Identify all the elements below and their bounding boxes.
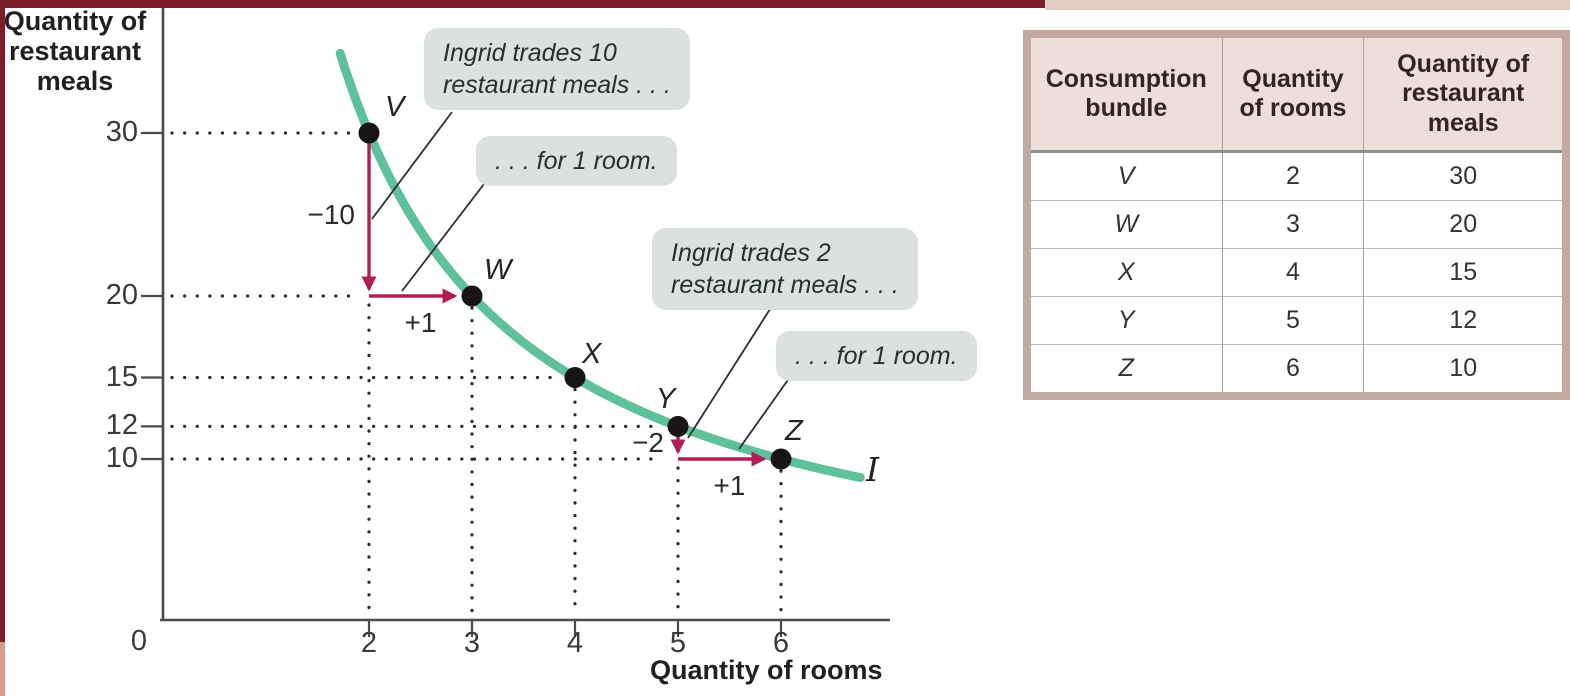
callout-trades-2-meals: Ingrid trades 2 restaurant meals . . .: [652, 228, 918, 310]
x-tick-label-4: 4: [566, 627, 584, 659]
meals-delta-label-1: −2: [632, 426, 664, 458]
cell-bundle-W: W: [1027, 199, 1223, 249]
cell-bundle-Y: Y: [1027, 295, 1223, 345]
point-label-W: W: [484, 254, 512, 286]
meals-delta-label-0: −10: [307, 198, 356, 230]
x-tick-label-6: 6: [772, 627, 790, 659]
consumption-bundle-table: Consumption bundle Quantity of rooms Qua…: [1023, 30, 1570, 400]
callout-for-1-room-top: . . . for 1 room.: [476, 136, 677, 186]
cell-X-2: 15: [1363, 247, 1566, 297]
y-tick-label-20: 20: [105, 279, 138, 311]
page-edge-left-strip: [0, 0, 5, 642]
y-axis-title: Quantity of restaurant meals: [3, 6, 147, 97]
x-tick-label-5: 5: [669, 627, 687, 659]
callout-leader-3: [738, 376, 791, 450]
table-row-Y: Y 5 12: [1027, 295, 1566, 345]
point-Z: [770, 448, 792, 470]
curve-label-I: I: [866, 450, 880, 489]
rooms-delta-label-0: +1: [404, 307, 437, 338]
x-tick-label-2: 2: [360, 627, 378, 659]
cell-Y-2: 12: [1363, 295, 1566, 345]
cell-V-1: 2: [1221, 150, 1364, 201]
cell-Y-1: 5: [1221, 295, 1364, 345]
callout-leader-1: [401, 183, 485, 292]
col-header-consumption-bundle: Consumption bundle: [1027, 34, 1223, 153]
cell-Z-1: 6: [1221, 343, 1364, 396]
indifference-curve-chart: 30 20 15 12 10 2 3 4 5 6 V W X Y Z −10 +1 −2 +1 Quantity o…: [3, 6, 977, 685]
callout-leader-0: [371, 111, 453, 220]
point-label-X: X: [582, 337, 602, 370]
chart-canvas: [141, 8, 890, 637]
cell-W-2: 20: [1363, 199, 1566, 249]
page-edge-left-strip-bottom: [0, 642, 5, 696]
col-header-quantity-of-restaurant-meals: Quantity of restaurant meals: [1363, 34, 1566, 153]
page-edge-top-strip-light: [1045, 0, 1570, 10]
cell-bundle-V: V: [1027, 150, 1223, 201]
origin-tick-label: 0: [130, 625, 148, 657]
callout-for-1-room-bottom: . . . for 1 room.: [776, 331, 977, 381]
point-Y: [667, 415, 689, 437]
x-tick-label-3: 3: [463, 627, 481, 659]
table-row-V: V 2 30: [1027, 150, 1566, 201]
rooms-delta-label-1: +1: [713, 470, 746, 501]
table-row-X: X 4 15: [1027, 247, 1566, 297]
callout-trades-10-meals: Ingrid trades 10 restaurant meals . . .: [424, 28, 690, 110]
table-header-row: Consumption bundle Quantity of rooms Qua…: [1027, 34, 1566, 153]
callout-leader-2: [687, 305, 773, 439]
page-edge-top-strip: [0, 0, 1045, 8]
cell-W-1: 3: [1221, 199, 1364, 249]
table-row-Z: Z 6 10: [1027, 343, 1566, 396]
cell-bundle-X: X: [1027, 247, 1223, 297]
y-tick-label-30: 30: [105, 116, 138, 148]
point-V: [358, 122, 380, 144]
cell-bundle-Z: Z: [1027, 343, 1223, 396]
point-W: [461, 285, 483, 307]
col-header-quantity-of-rooms: Quantity of rooms: [1221, 34, 1364, 153]
point-label-Z: Z: [785, 415, 803, 447]
y-tick-label-15: 15: [105, 360, 138, 393]
x-axis-title: Quantity of rooms: [650, 655, 883, 685]
table-row-W: W 3 20: [1027, 199, 1566, 249]
point-X: [564, 367, 586, 388]
y-tick-label-10: 10: [105, 442, 138, 474]
point-label-V: V: [385, 91, 405, 123]
point-label-Y: Y: [656, 383, 676, 416]
cell-X-1: 4: [1221, 247, 1364, 297]
y-tick-label-12: 12: [105, 409, 138, 442]
cell-Z-2: 10: [1363, 343, 1566, 396]
cell-V-2: 30: [1363, 150, 1566, 201]
